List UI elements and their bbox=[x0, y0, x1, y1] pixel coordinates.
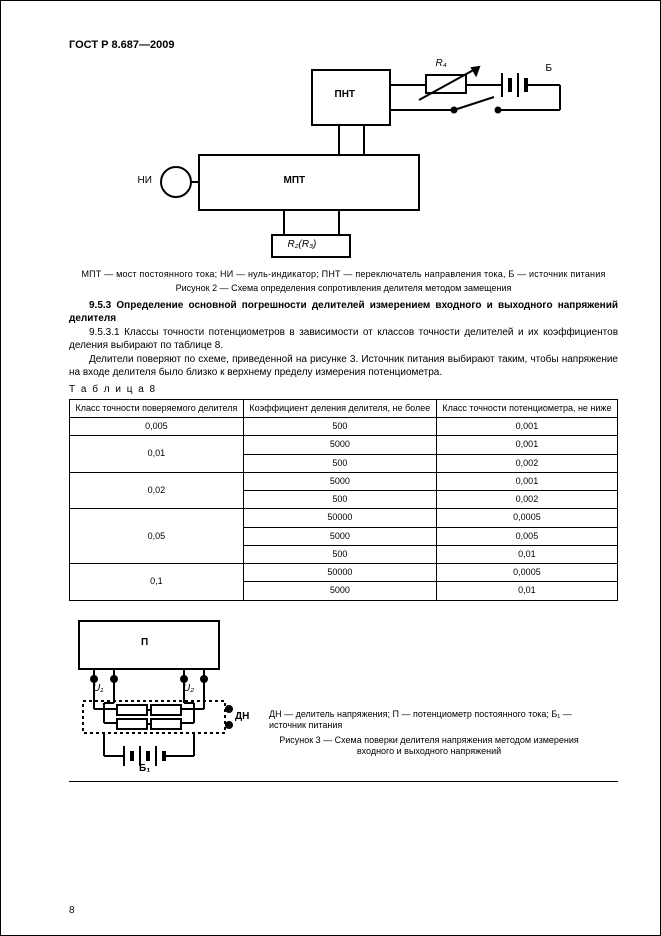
col-1: Класс точности поверяемого делителя bbox=[70, 399, 244, 417]
cell-coef: 50000 bbox=[243, 509, 436, 527]
cell-coef: 500 bbox=[243, 491, 436, 509]
fig2-r4-label: R₄ bbox=[436, 58, 447, 71]
col-3: Класс точности потенциометра, не ниже bbox=[436, 399, 617, 417]
table-row: 0,05500000,0005 bbox=[70, 509, 618, 527]
para-p2: Делители поверяют по схеме, приведенной … bbox=[69, 354, 618, 379]
cell-coef: 50000 bbox=[243, 564, 436, 582]
table-row: 0,0150000,001 bbox=[70, 436, 618, 454]
page: ГОСТ Р 8.687—2009 bbox=[0, 0, 661, 936]
cell-coef: 5000 bbox=[243, 472, 436, 490]
table-row: 0,0055000,001 bbox=[70, 418, 618, 436]
page-number: 8 bbox=[69, 905, 75, 918]
fig2-r2-label: R₂(R₃) bbox=[288, 239, 317, 252]
figure-2-caption: МПТ — мост постоянного тока; НИ — нуль-и… bbox=[69, 269, 618, 280]
cell-coef: 5000 bbox=[243, 582, 436, 600]
cell-potclass: 0,001 bbox=[436, 436, 617, 454]
table-8-title: Т а б л и ц а 8 bbox=[69, 384, 618, 397]
figure-3-label: Рисунок 3 — Схема поверки делителя напря… bbox=[269, 735, 589, 758]
section-num: 9.5.3 bbox=[89, 300, 111, 311]
cell-coef: 5000 bbox=[243, 527, 436, 545]
para-9531: 9.5.3.1 Классы точности потенциометров в… bbox=[69, 327, 618, 352]
cell-potclass: 0,01 bbox=[436, 582, 617, 600]
cell-potclass: 0,002 bbox=[436, 491, 617, 509]
cell-potclass: 0,0005 bbox=[436, 564, 617, 582]
cell-coef: 500 bbox=[243, 418, 436, 436]
cell-potclass: 0,005 bbox=[436, 527, 617, 545]
cell-potclass: 0,002 bbox=[436, 454, 617, 472]
figure-2-svg bbox=[84, 55, 604, 265]
cell-class: 0,1 bbox=[70, 564, 244, 601]
cell-coef: 5000 bbox=[243, 436, 436, 454]
cell-potclass: 0,001 bbox=[436, 472, 617, 490]
figure-2: ПНТ МПТ НИ R₄ Б R₂(R₃) bbox=[84, 55, 604, 265]
fig3-b1-label: Б₁ bbox=[139, 763, 150, 776]
fig3-dn-label: ДН bbox=[235, 711, 249, 724]
fig3-u2-label: U₂ bbox=[183, 683, 194, 696]
fig3-u1-label: U₁ bbox=[93, 683, 103, 696]
cell-class: 0,005 bbox=[70, 418, 244, 436]
fig3-p-label: П bbox=[141, 637, 148, 650]
fig2-mpt-label: МПТ bbox=[284, 175, 306, 188]
col-2: Коэффициент деления делителя, не более bbox=[243, 399, 436, 417]
p1-num: 9.5.3.1 bbox=[89, 327, 120, 338]
figure-3: П U₁ U₂ ДН Б₁ ДН — делитель напряжения; … bbox=[69, 611, 589, 779]
figure-3-caption: ДН — делитель напряжения; П — потенциоме… bbox=[269, 709, 589, 732]
section-title: Определение основной погрешности делител… bbox=[69, 300, 618, 324]
table-row: 0,0250000,001 bbox=[70, 472, 618, 490]
fig2-ni-label: НИ bbox=[138, 175, 152, 188]
cell-class: 0,02 bbox=[70, 472, 244, 509]
cell-coef: 500 bbox=[243, 454, 436, 472]
cell-class: 0,05 bbox=[70, 509, 244, 564]
cell-class: 0,01 bbox=[70, 436, 244, 473]
doc-header: ГОСТ Р 8.687—2009 bbox=[69, 39, 618, 53]
fig2-pnt-label: ПНТ bbox=[335, 89, 356, 102]
table-header-row: Класс точности поверяемого делителя Коэф… bbox=[70, 399, 618, 417]
figure-2-label: Рисунок 2 — Схема определения сопротивле… bbox=[69, 283, 618, 294]
table-row: 0,1500000,0005 bbox=[70, 564, 618, 582]
footer-rule bbox=[69, 781, 618, 782]
fig2-b-label: Б bbox=[546, 63, 553, 76]
cell-potclass: 0,01 bbox=[436, 545, 617, 563]
table-8: Класс точности поверяемого делителя Коэф… bbox=[69, 399, 618, 601]
cell-potclass: 0,001 bbox=[436, 418, 617, 436]
section-953: 9.5.3 Определение основной погрешности д… bbox=[69, 300, 618, 325]
cell-potclass: 0,0005 bbox=[436, 509, 617, 527]
cell-coef: 500 bbox=[243, 545, 436, 563]
p1-text: Классы точности потенциометров в зависим… bbox=[69, 327, 618, 351]
